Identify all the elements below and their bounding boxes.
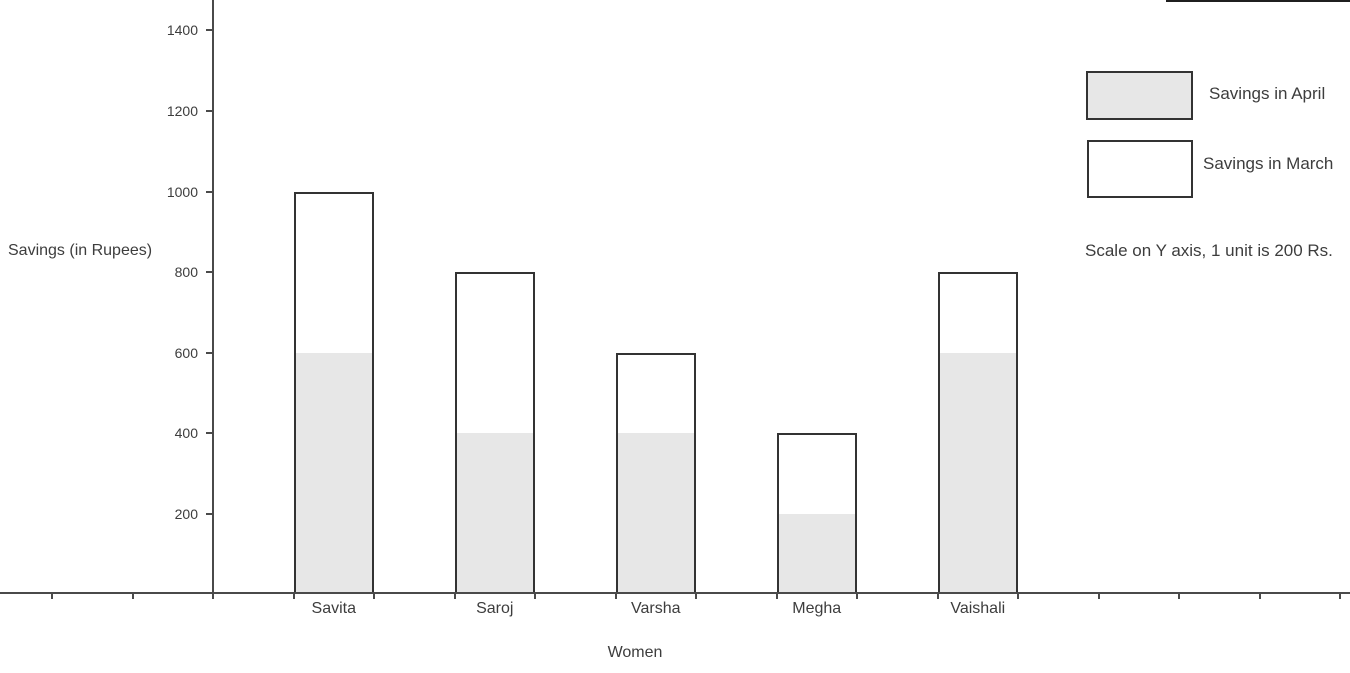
x-tick	[775, 592, 778, 599]
x-tick	[1178, 592, 1180, 599]
x-axis-label: Women	[607, 644, 663, 661]
y-axis-line	[212, 0, 214, 598]
y-tick-label: 400	[174, 425, 198, 442]
x-tick	[51, 592, 53, 599]
scale-note: Scale on Y axis, 1 unit is 200 Rs.	[1085, 241, 1333, 260]
x-tick	[292, 592, 295, 599]
y-tick-label: 800	[174, 264, 198, 281]
bar-fill-april	[939, 352, 1016, 592]
legend-label-april: Savings in April	[1209, 84, 1326, 103]
y-tick-label: 200	[174, 505, 198, 522]
legend-swatch-april	[1086, 71, 1193, 120]
legend-swatch-march	[1087, 140, 1193, 198]
x-tick	[1017, 592, 1019, 599]
x-tick	[1339, 592, 1341, 599]
y-tick	[206, 109, 213, 112]
top-edge-line	[1166, 0, 1350, 2]
y-tick	[206, 351, 213, 354]
x-tick	[453, 592, 456, 599]
y-tick-label: 1400	[166, 22, 198, 39]
x-tick	[856, 592, 858, 599]
bar-savita	[293, 191, 374, 592]
bar-fill-april	[778, 513, 855, 592]
y-axis-label: Savings (in Rupees)	[8, 242, 153, 259]
x-tick	[212, 592, 214, 599]
category-label: Varsha	[630, 600, 681, 617]
bar-fill-april	[617, 433, 694, 592]
y-tick	[206, 29, 213, 32]
bar-varsha	[615, 352, 696, 592]
y-tick-label: 600	[174, 344, 198, 361]
x-axis-line	[0, 592, 1350, 594]
y-tick-label: 1000	[166, 183, 198, 200]
category-label: Saroj	[476, 600, 514, 617]
bar-fill-april	[295, 352, 372, 592]
x-tick	[936, 592, 939, 599]
y-tick	[206, 190, 213, 193]
category-label: Megha	[792, 600, 842, 617]
bar-vaishali	[937, 272, 1018, 592]
x-tick	[373, 592, 375, 599]
x-tick	[1258, 592, 1261, 599]
y-tick	[206, 432, 213, 435]
bar-fill-april	[456, 433, 533, 592]
legend-label-march: Savings in March	[1203, 154, 1334, 173]
x-tick	[131, 592, 134, 599]
x-tick	[614, 592, 617, 599]
category-label: Savita	[311, 600, 356, 617]
y-tick-label: 1200	[166, 102, 198, 119]
y-tick	[206, 271, 213, 274]
bar-megha	[776, 433, 857, 592]
y-tick	[206, 512, 213, 515]
category-label: Vaishali	[950, 600, 1006, 617]
x-tick	[534, 592, 536, 599]
x-tick	[1097, 592, 1100, 599]
x-tick	[695, 592, 697, 599]
bar-saroj	[454, 272, 535, 592]
